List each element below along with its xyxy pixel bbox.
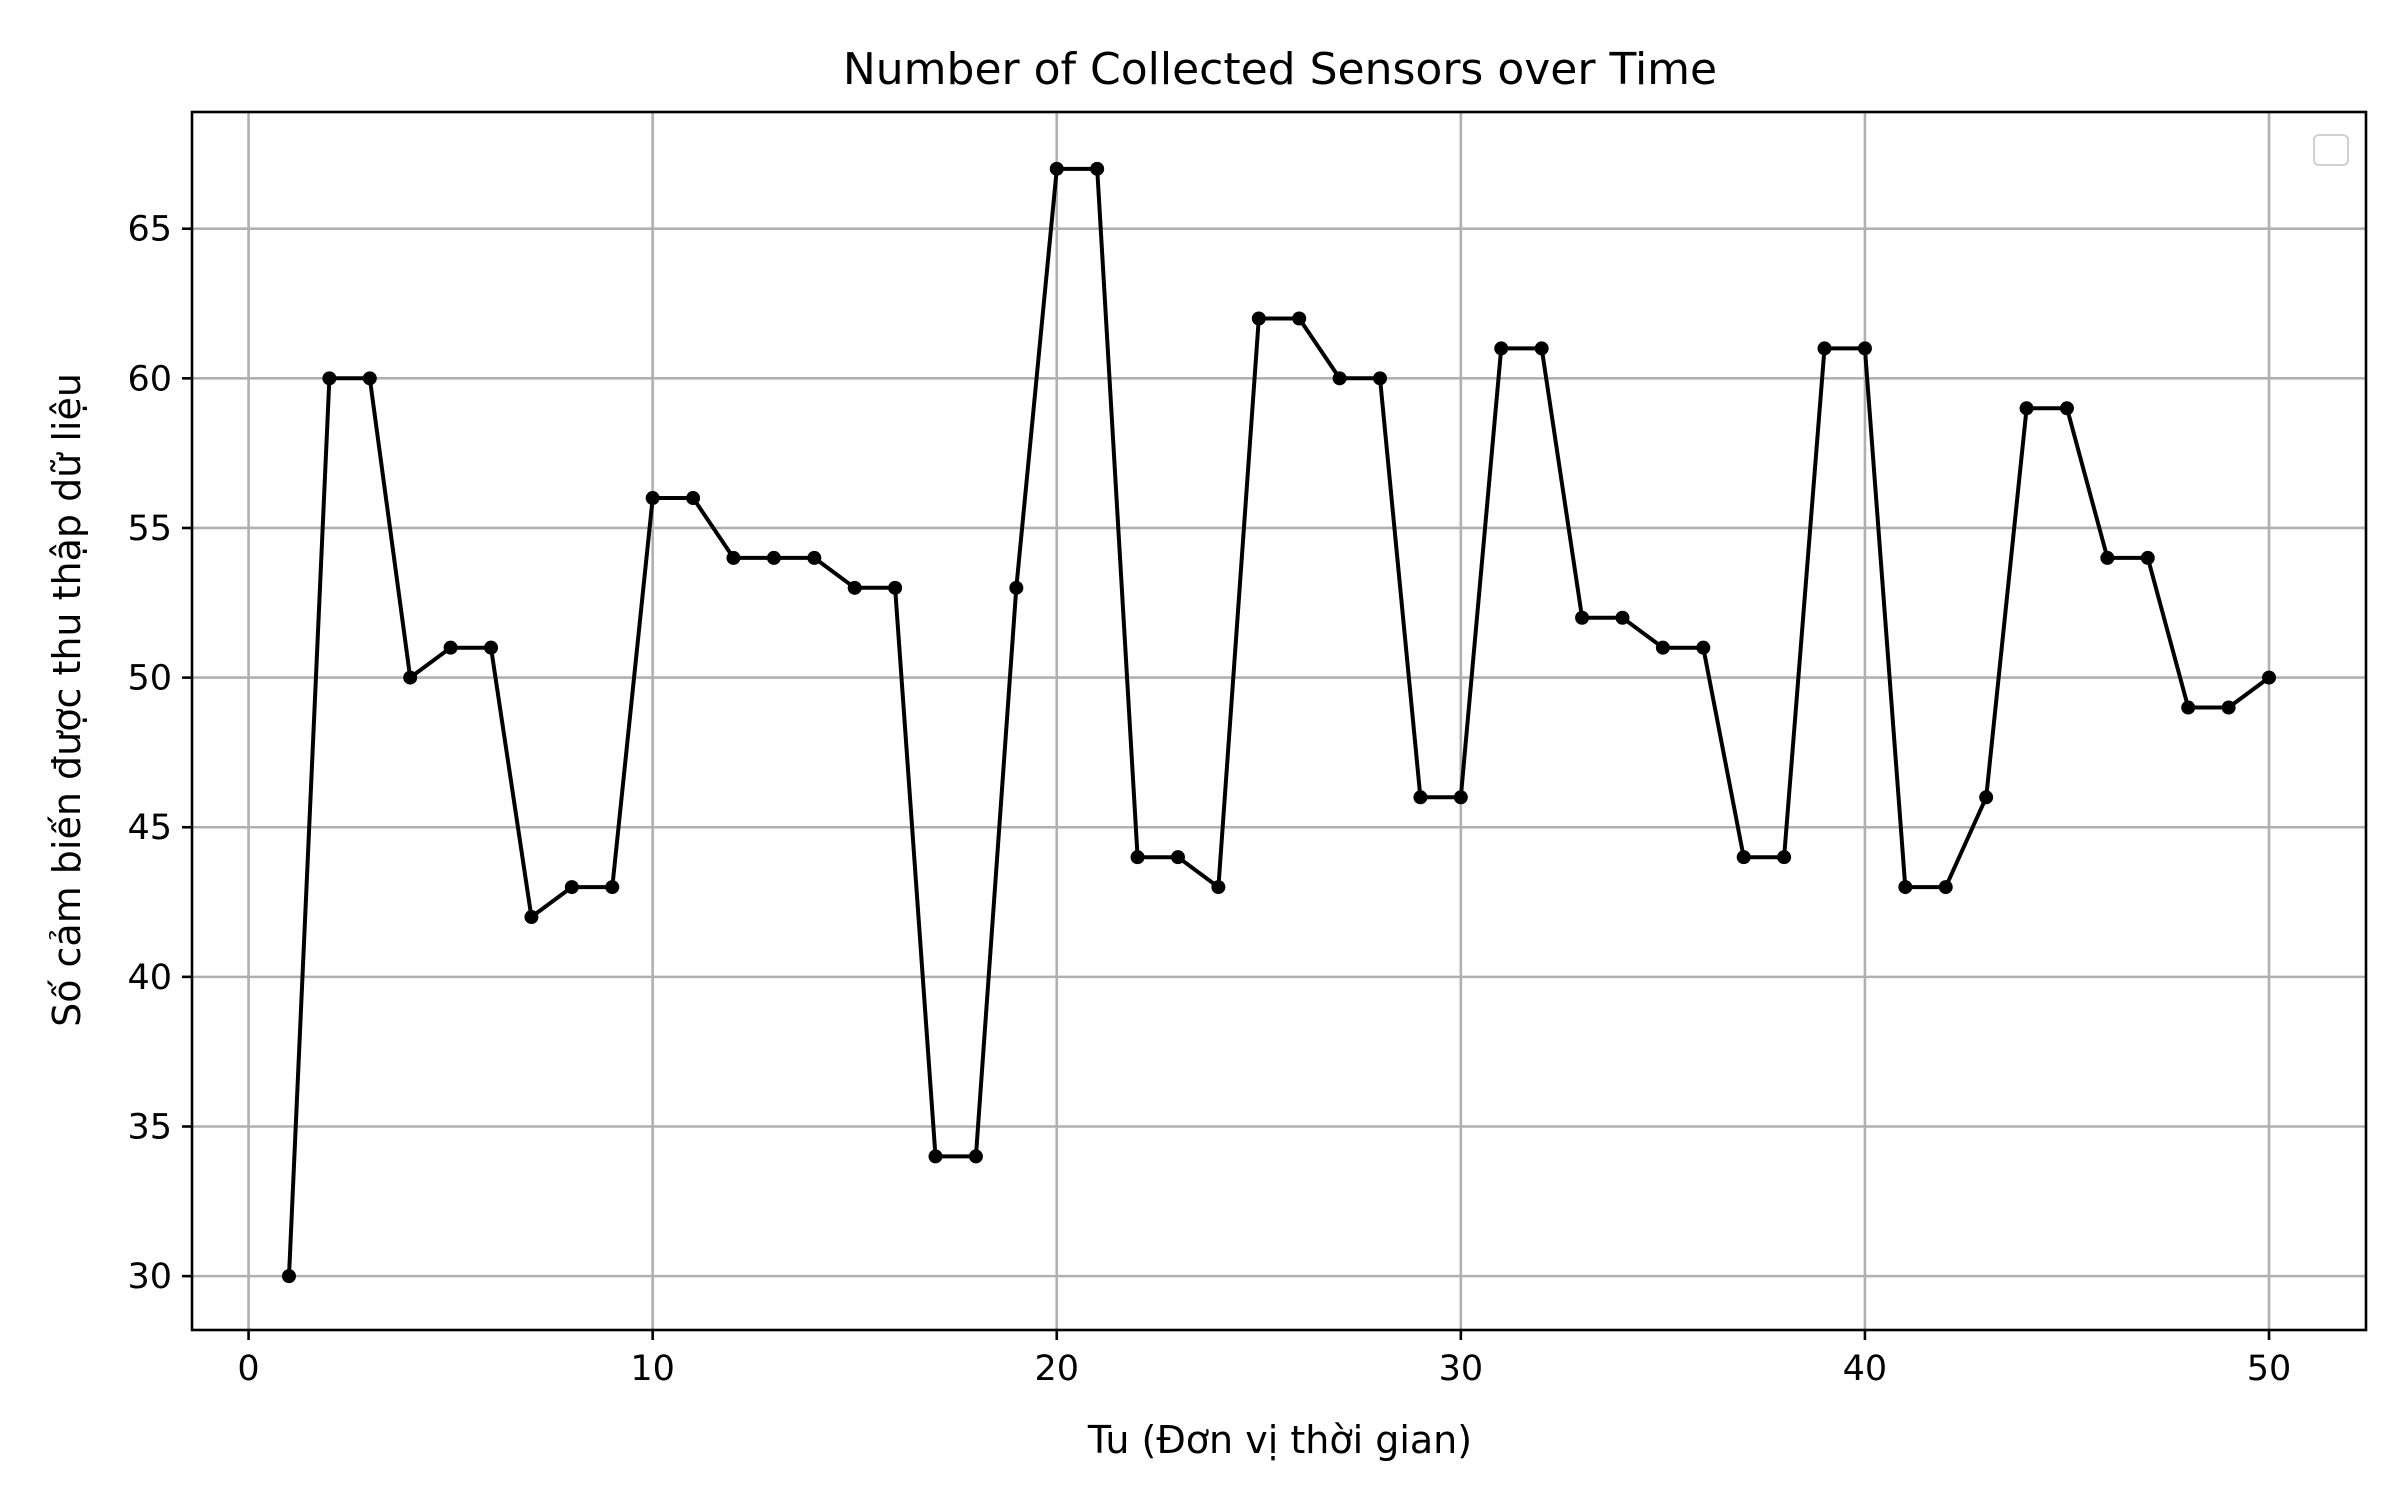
data-point xyxy=(726,550,741,565)
y-axis-label: Số cảm biến được thu thập dữ liệu xyxy=(45,373,89,1027)
y-tick-label: 50 xyxy=(127,659,172,699)
data-point xyxy=(1170,850,1185,865)
data-point xyxy=(1979,790,1994,805)
data-point xyxy=(1857,341,1872,356)
data-point xyxy=(968,1149,983,1164)
chart-title: Number of Collected Sensors over Time xyxy=(843,44,1717,95)
data-point xyxy=(2262,670,2277,685)
y-tick-label: 65 xyxy=(127,210,172,250)
data-point xyxy=(928,1149,943,1164)
data-point xyxy=(1090,161,1105,176)
x-axis-label: Tu (Đơn vị thời gian) xyxy=(1087,1418,1472,1462)
x-tick-label: 50 xyxy=(2247,1349,2292,1389)
data-point xyxy=(1373,371,1388,386)
data-point xyxy=(686,491,701,506)
data-point xyxy=(847,580,862,595)
x-tick-label: 40 xyxy=(1843,1349,1888,1389)
data-point xyxy=(766,550,781,565)
y-tick-label: 35 xyxy=(127,1108,172,1148)
y-tick-label: 30 xyxy=(127,1257,172,1297)
data-point xyxy=(564,880,579,895)
data-point xyxy=(1534,341,1549,356)
data-point xyxy=(322,371,337,386)
data-point xyxy=(2221,700,2236,715)
data-point xyxy=(1009,580,1024,595)
data-point xyxy=(1494,341,1509,356)
y-tick-label: 45 xyxy=(127,808,172,848)
y-tick-label: 55 xyxy=(127,509,172,549)
data-point xyxy=(1655,640,1670,655)
data-point xyxy=(524,910,539,925)
data-point xyxy=(1292,311,1307,326)
data-point xyxy=(443,640,458,655)
data-point xyxy=(888,580,903,595)
grid xyxy=(192,112,2366,1330)
x-tick-label: 10 xyxy=(630,1349,675,1389)
data-point xyxy=(281,1269,296,1284)
data-point xyxy=(362,371,377,386)
data-point xyxy=(484,640,499,655)
data-point xyxy=(1938,880,1953,895)
data-point xyxy=(1777,850,1792,865)
data-point xyxy=(2140,550,2155,565)
data-point xyxy=(1049,161,1064,176)
data-point xyxy=(1696,640,1711,655)
plot-frame xyxy=(190,110,2368,1332)
data-point xyxy=(2100,550,2115,565)
data-point xyxy=(1817,341,1832,356)
series-line xyxy=(287,166,2271,1277)
data-point xyxy=(1736,850,1751,865)
axis-ticks: 0 10 20 30 40 50 30 35 40 45 50 55 60 65 xyxy=(127,210,2291,1389)
data-point xyxy=(2181,700,2196,715)
x-tick-label: 20 xyxy=(1034,1349,1079,1389)
y-tick-label: 40 xyxy=(127,958,172,998)
data-point xyxy=(605,880,620,895)
legend-box xyxy=(2313,134,2349,166)
data-point xyxy=(1251,311,1266,326)
data-point xyxy=(1332,371,1347,386)
data-point xyxy=(1413,790,1428,805)
data-point xyxy=(807,550,822,565)
data-point xyxy=(2059,401,2074,416)
series-layer xyxy=(281,161,2277,1284)
data-point xyxy=(1130,850,1145,865)
data-point xyxy=(1211,880,1226,895)
data-point xyxy=(2019,401,2034,416)
y-tick-label: 60 xyxy=(127,359,172,399)
data-point xyxy=(1615,610,1630,625)
x-tick-label: 0 xyxy=(237,1349,259,1389)
data-point xyxy=(1453,790,1468,805)
data-point xyxy=(1898,880,1913,895)
x-tick-label: 30 xyxy=(1439,1349,1484,1389)
data-point xyxy=(645,491,660,506)
data-point xyxy=(1575,610,1590,625)
data-point xyxy=(403,670,418,685)
